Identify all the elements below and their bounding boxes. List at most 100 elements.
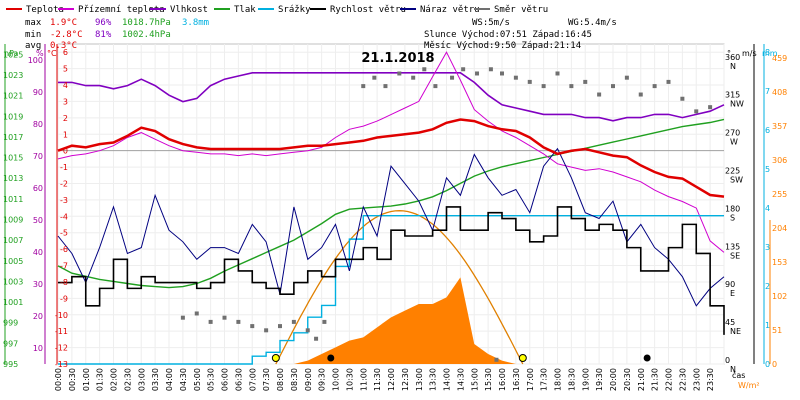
time-tick-label: 16:30: [512, 368, 521, 391]
solar-tick-label: 51: [772, 326, 782, 335]
temp-tick-label: -2: [60, 179, 68, 188]
dir-tick-deg: 135: [725, 242, 740, 251]
solar-tick-label: 204: [772, 224, 787, 233]
temp-tick-label: -6: [60, 245, 68, 254]
series-temperature: [57, 118, 725, 198]
wind-dir-point: [397, 71, 402, 76]
solar-tick-label: 0: [772, 360, 777, 369]
stats-min-label: min: [25, 30, 41, 40]
hum-tick-label: 10: [33, 344, 43, 353]
stats-rain-total: 3.8mm: [182, 18, 209, 28]
time-tick-label: 20:00: [609, 368, 618, 391]
time-tick-label: 15:00: [470, 368, 479, 391]
time-tick-label: 10:30: [345, 368, 354, 391]
hum-tick-label: 50: [33, 216, 43, 225]
time-tick-label: 12:30: [401, 368, 410, 391]
dir-tick-deg: 90: [725, 280, 735, 289]
time-tick-label: 06:00: [221, 368, 230, 391]
wind-dir-point: [422, 67, 427, 72]
series-pressure: [57, 118, 725, 289]
time-tick-label: 04:00: [165, 368, 174, 391]
hpa-tick-label: 1005: [3, 257, 23, 266]
time-tick-label: 06:30: [234, 368, 243, 391]
axes: hPa% °C1025102310211019101710151013101110…: [3, 44, 787, 391]
wind-dir-point: [680, 96, 685, 101]
sun-moon-markers: [271, 354, 651, 362]
temp-tick-label: -7: [60, 262, 68, 271]
legend-label-gust: Náraz větru: [420, 5, 480, 15]
time-tick-label: 03:30: [151, 368, 160, 391]
hpa-tick-label: 1025: [3, 50, 23, 59]
time-tick-label: 08:30: [290, 368, 299, 391]
stats-moon: Měsíc Východ:9:50 Západ:21:14: [424, 41, 581, 51]
time-tick-label: 14:00: [443, 368, 452, 391]
dir-tick-deg: 45: [725, 318, 735, 327]
hpa-tick-label: 1023: [3, 71, 23, 80]
wind-dir-point: [569, 84, 574, 89]
time-tick-label: 00:00: [54, 368, 63, 391]
wind-dir-point: [450, 75, 455, 80]
dir-tick-name: NW: [730, 100, 744, 109]
time-tick-label: 21:00: [637, 368, 646, 391]
temp-tick-label: 1: [63, 130, 68, 139]
time-tick-label: 10:00: [332, 368, 341, 391]
wind-dir-point: [314, 336, 319, 341]
x-axis-label: čas: [732, 370, 745, 380]
dir-tick-name: S: [730, 213, 735, 222]
wind-dir-point: [180, 315, 185, 320]
time-tick-label: 23:00: [692, 368, 701, 391]
time-tick-label: 13:30: [429, 368, 438, 391]
stats-min-hum: 81%: [95, 30, 112, 40]
stats-sun: Slunce Východ:07:51 Západ:16:45: [424, 30, 592, 40]
hpa-tick-label: 997: [3, 339, 18, 348]
rain-tick-label: 8: [765, 48, 770, 57]
time-tick-label: 07:30: [262, 368, 271, 391]
hpa-tick-label: 1015: [3, 154, 23, 163]
solar-unit: W/m²: [738, 381, 760, 390]
sun-elevation-curve: [275, 210, 524, 365]
legend-label-wind_dir: Směr větru: [494, 5, 548, 15]
moon-marker: [643, 354, 651, 362]
wind-dir-point: [372, 75, 377, 80]
wind-dir-point: [527, 79, 532, 84]
hpa-tick-label: 1001: [3, 298, 23, 307]
hpa-tick-label: 1003: [3, 277, 23, 286]
wind-dir-point: [666, 79, 671, 84]
hum-tick-label: 90: [33, 88, 43, 97]
rain-tick-label: 4: [765, 204, 770, 213]
sun-marker: [271, 354, 280, 362]
temp-tick-label: -10: [55, 311, 68, 320]
wind-dir-point: [208, 319, 213, 324]
hum-tick-label: 100: [28, 56, 43, 65]
moon-marker: [327, 354, 335, 362]
time-tick-label: 00:30: [68, 368, 77, 391]
wind-dir-point: [500, 71, 504, 76]
hum-tick-label: 70: [33, 152, 43, 161]
solar-radiation-area: [58, 277, 724, 364]
dir-tick-name: SW: [730, 176, 743, 185]
hum-tick-label: 20: [33, 312, 43, 321]
svg-text:max: max: [25, 18, 42, 28]
wind-dir-point: [222, 315, 227, 320]
chart-legend: Teplota Přízemní teplota Vlhkost Tlak Srážky…: [6, 5, 548, 15]
time-tick-label: 03:00: [137, 368, 146, 391]
temp-tick-label: -9: [60, 294, 68, 303]
stats-max-press: 1018.7hPa: [122, 18, 171, 28]
temp-tick-label: -13: [55, 360, 68, 369]
rain-unit: mm: [762, 49, 778, 58]
series-dewpoint: [57, 51, 725, 253]
temp-tick-label: 5: [63, 65, 68, 74]
wind-dir-point: [708, 105, 713, 110]
wind-dir-point: [597, 92, 602, 97]
time-tick-label: 07:00: [248, 368, 257, 391]
dir-tick-deg: 270: [725, 129, 740, 138]
time-tick-label: 21:30: [651, 368, 660, 391]
wind-dir-point: [488, 67, 493, 72]
dir-unit: °: [727, 49, 731, 58]
dir-tick-deg: 225: [725, 167, 740, 176]
temp-tick-label: -3: [60, 196, 68, 205]
time-tick-label: 17:00: [526, 368, 535, 391]
wind-dir-point: [694, 109, 699, 114]
wind-dir-point: [250, 324, 255, 329]
sun-path: [275, 210, 524, 365]
